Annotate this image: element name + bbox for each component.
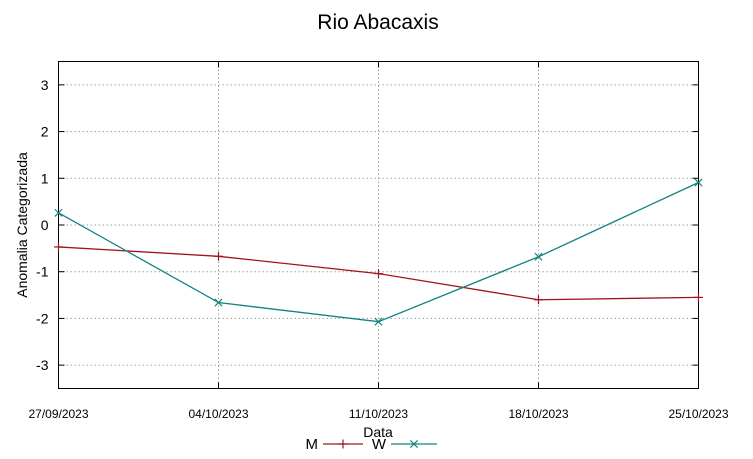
legend-marker-m xyxy=(338,439,348,449)
data-point-w xyxy=(54,208,63,217)
y-tick-label: 0 xyxy=(41,217,49,233)
grid-lines xyxy=(58,61,699,389)
x-tick-label: 27/09/2023 xyxy=(28,407,88,421)
x-tick-label: 11/10/2023 xyxy=(349,407,408,421)
legend-marker-w xyxy=(409,439,419,449)
data-point-w xyxy=(694,178,703,187)
series-lines xyxy=(54,178,703,326)
legend-label-m: M xyxy=(306,436,319,453)
chart-title: Rio Abacaxis xyxy=(317,11,438,34)
y-tick-labels: 3 2 1 0 -1 -2 -3 xyxy=(36,77,49,373)
y-tick-label: -1 xyxy=(36,264,49,280)
data-point-m xyxy=(214,251,223,261)
x-tick-labels: 27/09/2023 04/10/2023 11/10/2023 18/10/2023… xyxy=(28,407,728,421)
data-point-m xyxy=(694,292,703,302)
y-axis-label: Anomalia Categorizada xyxy=(14,152,30,298)
y-tick-label: 2 xyxy=(41,124,49,140)
y-tick-label: 1 xyxy=(41,170,49,186)
data-point-w xyxy=(534,252,543,261)
data-point-m xyxy=(54,242,63,252)
axis-ticks xyxy=(58,61,699,389)
y-tick-label: -3 xyxy=(36,357,49,373)
x-axis-label: Data xyxy=(363,424,393,440)
x-tick-label: 18/10/2023 xyxy=(508,407,568,421)
x-tick-label: 25/10/2023 xyxy=(668,407,728,421)
legend-label-w: W xyxy=(372,436,387,453)
y-tick-label: -2 xyxy=(36,310,49,326)
y-tick-label: 3 xyxy=(41,77,49,93)
data-point-w xyxy=(214,298,223,307)
data-point-w xyxy=(374,317,383,326)
data-point-m xyxy=(534,295,543,305)
x-tick-label: 04/10/2023 xyxy=(188,407,248,421)
data-point-m xyxy=(374,269,383,279)
